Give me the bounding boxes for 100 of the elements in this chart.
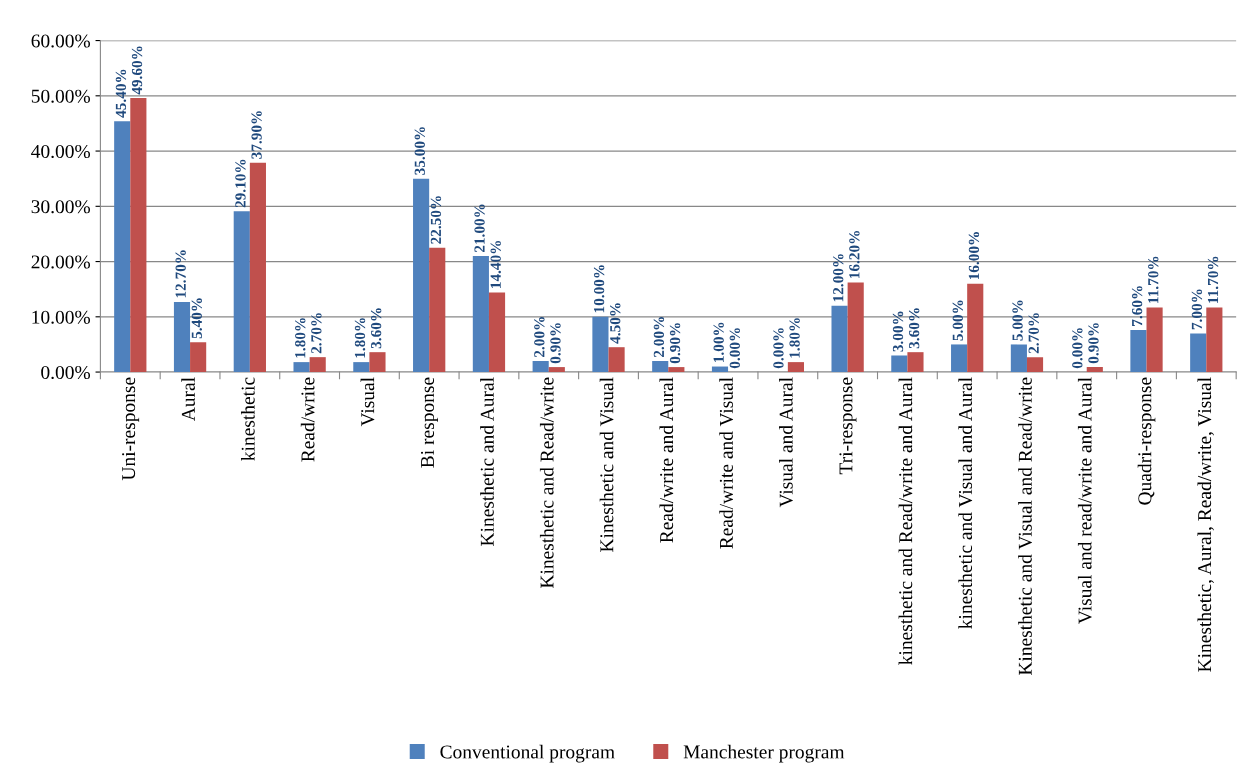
bar	[472, 256, 489, 373]
data-label: 7.60%	[1131, 286, 1143, 326]
bar	[847, 282, 864, 373]
x-tick-label: Visual and read/write and Aural	[1077, 377, 1092, 624]
data-label: 0.00%	[1072, 328, 1083, 369]
y-tick-label: 20.00%	[31, 255, 91, 269]
data-label: 3.60%	[908, 308, 920, 349]
data-label: 5.00%	[1012, 300, 1023, 341]
data-label: 29.10%	[235, 159, 246, 208]
data-label: 7.00%	[1191, 289, 1203, 330]
data-label: 1.80%	[295, 318, 306, 358]
data-label: 35.00%	[414, 127, 425, 175]
bar	[249, 162, 266, 373]
data-label: 2.70%	[311, 313, 322, 354]
x-tick-label: Kinesthetic and Aural	[480, 377, 494, 546]
data-label: 0.00%	[729, 328, 741, 369]
data-label: 3.60%	[370, 308, 382, 349]
x-tick-label: Uni-response	[122, 377, 140, 481]
bar	[891, 355, 908, 373]
bar	[652, 361, 669, 373]
y-tick-label: 40.00%	[31, 144, 91, 159]
y-tick-label: 30.00%	[31, 200, 91, 214]
x-tick-label: Aural	[181, 377, 195, 421]
bar	[353, 362, 370, 373]
legend-label: Manchester program	[683, 744, 845, 763]
data-label: 2.70%	[1028, 313, 1039, 354]
x-tick-label: Read/write	[300, 377, 315, 462]
bar	[369, 352, 386, 373]
bar	[1130, 330, 1147, 373]
data-label: 4.50%	[610, 303, 621, 344]
bar	[711, 366, 729, 373]
bar	[293, 362, 310, 373]
bar	[907, 352, 924, 373]
x-tick-label: Visual and Aural	[779, 377, 793, 508]
x-tick-label: Quadri-response	[1137, 377, 1156, 505]
bar	[130, 98, 147, 373]
x-tick-label: kinesthetic and Visual and Aural	[958, 377, 973, 629]
bar	[967, 283, 984, 373]
y-tick-label: 60.00%	[31, 34, 91, 48]
data-label: 1.00%	[713, 322, 724, 362]
data-label: 10.00%	[593, 265, 605, 313]
bar	[173, 301, 191, 373]
data-label: 5.00%	[952, 300, 963, 341]
y-tick-label: 10.00%	[32, 310, 91, 324]
bar	[1010, 344, 1027, 373]
bar	[532, 361, 549, 373]
bar	[1190, 333, 1207, 373]
data-label: 3.00%	[892, 311, 904, 352]
x-tick-label: Kinesthetic and Visual and Read/write	[1018, 377, 1032, 676]
data-label: 0.90%	[1088, 323, 1099, 364]
bar	[548, 367, 565, 373]
data-label: 12.00%	[833, 254, 844, 302]
data-label: 22.50%	[430, 196, 442, 244]
bar	[413, 178, 430, 373]
bar	[1206, 307, 1223, 373]
data-label: 2.00%	[653, 317, 665, 358]
data-label: 1.80%	[354, 318, 366, 358]
x-tick-label: Kinesthetic, Aural, Read/write, Visual	[1197, 377, 1214, 672]
bar	[787, 362, 804, 373]
data-label: 14.40%	[490, 240, 501, 288]
bar	[114, 121, 131, 373]
bar	[488, 292, 506, 373]
data-label: 0.90%	[550, 323, 561, 364]
data-label: 16.20%	[849, 231, 860, 279]
bar	[1086, 367, 1103, 373]
data-label: 12.70%	[175, 250, 186, 298]
bar	[1026, 357, 1044, 373]
x-tick-label: Tri-response	[839, 377, 857, 475]
bar	[1146, 307, 1163, 373]
data-label: 49.60%	[131, 46, 143, 95]
x-tick-label: Read/write and Aural	[659, 377, 674, 543]
bar	[831, 305, 848, 373]
x-tick-label: Kinesthetic and Read/write	[539, 377, 554, 589]
data-label: 11.70%	[1148, 256, 1159, 303]
x-tick-label: Visual	[360, 377, 375, 427]
data-label: 11.70%	[1207, 256, 1219, 303]
bar	[951, 344, 968, 373]
bar	[190, 342, 207, 373]
x-tick-label: kinesthetic and Read/write and Aural	[898, 377, 913, 665]
x-tick-label: Kinesthetic and Visual	[599, 377, 614, 552]
x-tick-label: Read/write and Visual	[719, 377, 734, 549]
data-label: 45.40%	[115, 69, 127, 118]
data-label: 0.90%	[669, 323, 681, 364]
data-label: 16.00%	[968, 232, 980, 280]
data-label: 0.00%	[773, 328, 784, 369]
data-label: 21.00%	[474, 204, 485, 253]
y-tick-label: 0.00%	[41, 365, 91, 380]
bar	[592, 316, 609, 373]
bar	[233, 211, 250, 373]
data-label: 5.40%	[191, 298, 203, 339]
bar	[429, 247, 446, 373]
data-label: 1.80%	[789, 318, 800, 358]
bar	[608, 347, 625, 373]
x-tick-label: kinesthetic	[241, 377, 255, 461]
x-tick-label: Bi response	[420, 377, 438, 468]
legend-label: Conventional program	[440, 744, 615, 763]
data-label: 2.00%	[534, 317, 545, 358]
bar	[668, 367, 685, 373]
y-tick-label: 50.00%	[31, 89, 91, 103]
bar	[309, 357, 326, 373]
